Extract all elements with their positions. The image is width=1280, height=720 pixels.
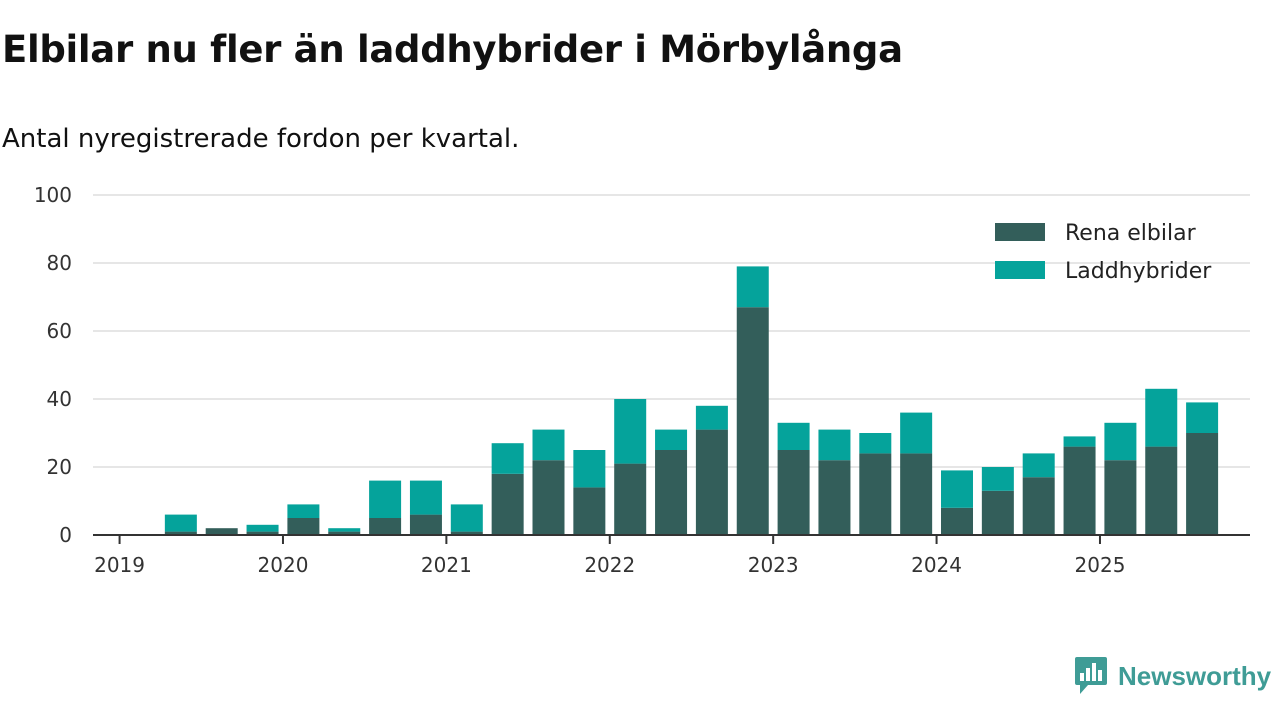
newsworthy-logo-icon	[1075, 657, 1107, 694]
y-tick-label: 40	[47, 387, 72, 411]
bar-rena-elbilar	[1104, 460, 1137, 535]
bar-rena-elbilar	[409, 514, 442, 535]
y-tick-label: 20	[47, 455, 72, 479]
bar-rena-elbilar	[859, 453, 892, 535]
bar-laddhybrider	[1186, 402, 1219, 433]
y-axis-ticks: 0 20 40 60 80 100	[34, 183, 72, 547]
bar-laddhybrider	[1022, 453, 1055, 478]
bar-series	[164, 266, 1219, 535]
bar-rena-elbilar	[369, 518, 402, 535]
bar-laddhybrider	[328, 528, 361, 532]
bar-rena-elbilar	[287, 518, 320, 535]
bar-laddhybrider	[736, 266, 769, 308]
bar-laddhybrider	[287, 504, 320, 518]
stacked-bar-chart: 0 20 40 60 80 100 2019 2020 2021 2022 2023 2024 202…	[34, 183, 1250, 577]
bar-rena-elbilar	[1186, 433, 1219, 535]
bar-laddhybrider	[695, 405, 728, 430]
bar-laddhybrider	[491, 443, 524, 474]
x-tick-label: 2025	[1075, 553, 1126, 577]
bar-rena-elbilar	[246, 531, 279, 535]
bar-rena-elbilar	[205, 528, 238, 535]
bar-rena-elbilar	[695, 429, 728, 535]
bar-rena-elbilar	[614, 463, 647, 535]
bar-laddhybrider	[1145, 388, 1178, 447]
bar-rena-elbilar	[164, 531, 197, 535]
bar-rena-elbilar	[491, 473, 524, 535]
bar-rena-elbilar	[1022, 477, 1055, 535]
chart-title: Elbilar nu fler än laddhybrider i Mörbyl…	[2, 28, 903, 71]
y-tick-label: 100	[34, 183, 72, 207]
x-tick-label: 2022	[584, 553, 635, 577]
y-tick-label: 0	[59, 523, 72, 547]
legend-swatch-laddhybrider	[995, 261, 1045, 279]
bar-laddhybrider	[369, 480, 402, 518]
bar-rena-elbilar	[573, 487, 606, 535]
bar-laddhybrider	[409, 480, 442, 515]
bar-laddhybrider	[573, 450, 606, 488]
bar-rena-elbilar	[777, 450, 810, 535]
bar-laddhybrider	[981, 467, 1014, 491]
chart-subtitle: Antal nyregistrerade fordon per kvartal.	[2, 124, 520, 154]
bar-rena-elbilar	[981, 490, 1014, 535]
bar-laddhybrider	[655, 429, 688, 450]
y-tick-label: 60	[47, 319, 72, 343]
bar-laddhybrider	[900, 412, 933, 454]
bar-rena-elbilar	[736, 307, 769, 535]
bar-rena-elbilar	[1063, 446, 1096, 535]
bar-rena-elbilar	[532, 460, 565, 535]
y-tick-label: 80	[47, 251, 72, 275]
legend-swatch-rena-elbilar	[995, 223, 1045, 241]
brand-logo: Newsworthy	[1074, 656, 1271, 696]
bar-laddhybrider	[164, 514, 197, 532]
legend-label-laddhybrider: Laddhybrider	[1065, 259, 1212, 284]
bar-laddhybrider	[941, 470, 973, 508]
bar-laddhybrider	[614, 399, 647, 464]
x-tick-label: 2019	[94, 553, 145, 577]
bar-rena-elbilar	[818, 460, 851, 535]
bar-laddhybrider	[532, 429, 565, 461]
bar-rena-elbilar	[655, 450, 688, 535]
bar-laddhybrider	[246, 524, 279, 532]
bar-rena-elbilar	[941, 507, 973, 535]
bar-laddhybrider	[859, 433, 892, 454]
bar-rena-elbilar	[328, 531, 361, 535]
bar-rena-elbilar	[1145, 446, 1178, 535]
bar-rena-elbilar	[450, 531, 483, 535]
legend-label-rena-elbilar: Rena elbilar	[1065, 221, 1197, 246]
legend: Rena elbilar Laddhybrider	[995, 221, 1212, 284]
x-tick-label: 2021	[421, 553, 472, 577]
bar-laddhybrider	[777, 422, 810, 450]
x-tick-label: 2020	[258, 553, 309, 577]
bar-laddhybrider	[450, 504, 483, 532]
bar-rena-elbilar	[900, 453, 933, 535]
x-tick-label: 2023	[748, 553, 799, 577]
bar-laddhybrider	[1063, 436, 1096, 447]
x-tick-label: 2024	[911, 553, 962, 577]
bar-laddhybrider	[818, 429, 851, 461]
bar-laddhybrider	[1104, 422, 1137, 461]
x-axis-ticks: 2019 2020 2021 2022 2023 2024 2025	[94, 535, 1125, 577]
brand-name: Newsworthy	[1118, 660, 1272, 691]
